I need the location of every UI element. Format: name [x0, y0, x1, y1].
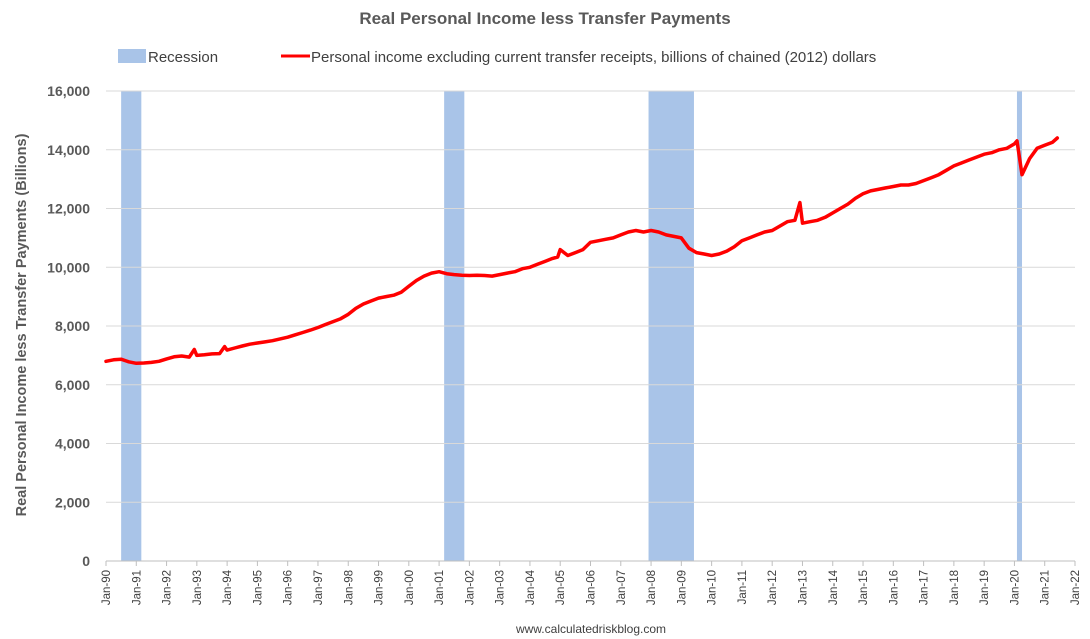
legend-income-label: Personal income excluding current transf…: [311, 49, 876, 66]
income-series-line: [104, 136, 1060, 366]
y-tick-label: 14,000: [47, 142, 90, 158]
x-tick-label: Jan-98: [343, 570, 355, 605]
x-tick-label: Jan-94: [222, 569, 234, 605]
gridlines: [106, 90, 1075, 503]
y-axis: 0 2,000 4,000 6,000 8,000 10,000 12,000 14,000 1…: [47, 83, 90, 569]
y-tick-label: 12,000: [47, 201, 90, 217]
x-tick-label: Jan-22: [1070, 570, 1082, 605]
x-tick-label: Jan-17: [919, 570, 931, 605]
x-tick-label: Jan-06: [586, 570, 598, 605]
x-tick-label: Jan-20: [1009, 570, 1021, 605]
x-tick-label: Jan-08: [646, 570, 658, 605]
y-tick-label: 6,000: [55, 377, 90, 393]
y-axis-label: Real Personal Income less Transfer Payme…: [14, 133, 30, 516]
x-tick-label: Jan-03: [495, 570, 507, 605]
x-tick-label: Jan-18: [949, 570, 961, 605]
x-axis: Jan-90 Jan-91 Jan-92 Jan-93 Jan-94 Jan-95 Jan-…: [101, 560, 1082, 605]
x-tick-label: Jan-91: [131, 570, 143, 605]
source-footer: www.calculatedriskblog.com: [515, 622, 666, 636]
legend: Recession Personal income excluding curr…: [118, 49, 876, 66]
y-tick-label: 10,000: [47, 259, 90, 275]
x-tick-label: Jan-02: [464, 570, 476, 605]
x-tick-label: Jan-10: [707, 570, 719, 605]
x-tick-label: Jan-11: [737, 570, 749, 604]
x-tick-label: Jan-09: [676, 570, 688, 605]
x-tick-label: Jan-16: [888, 570, 900, 605]
y-tick-label: 8,000: [55, 318, 90, 334]
x-tick-label: Jan-12: [767, 570, 779, 605]
y-tick-label: 4,000: [55, 436, 90, 452]
y-tick-label: 0: [82, 553, 90, 569]
x-tick-label: Jan-14: [828, 569, 840, 605]
x-tick-label: Jan-00: [404, 570, 416, 605]
y-tick-label: 2,000: [55, 494, 90, 510]
legend-recession-label: Recession: [148, 49, 218, 66]
x-tick-label: Jan-15: [858, 570, 870, 605]
x-tick-label: Jan-07: [616, 570, 628, 605]
legend-recession-swatch: [118, 49, 146, 63]
x-tick-label: Jan-13: [797, 570, 809, 605]
x-tick-label: Jan-95: [252, 570, 264, 605]
x-tick-label: Jan-01: [434, 570, 446, 605]
x-tick-label: Jan-19: [979, 570, 991, 605]
y-tick-label: 16,000: [47, 83, 90, 99]
chart-title: Real Personal Income less Transfer Payme…: [359, 9, 730, 28]
x-tick-label: Jan-04: [525, 569, 537, 605]
x-tick-label: Jan-96: [283, 570, 295, 605]
x-tick-label: Jan-05: [555, 570, 567, 605]
x-tick-label: Jan-93: [192, 570, 204, 605]
x-tick-label: Jan-21: [1040, 570, 1052, 605]
x-tick-label: Jan-99: [374, 570, 386, 605]
x-tick-label: Jan-90: [101, 570, 113, 605]
x-tick-label: Jan-92: [162, 570, 174, 605]
x-tick-label: Jan-97: [313, 570, 325, 605]
